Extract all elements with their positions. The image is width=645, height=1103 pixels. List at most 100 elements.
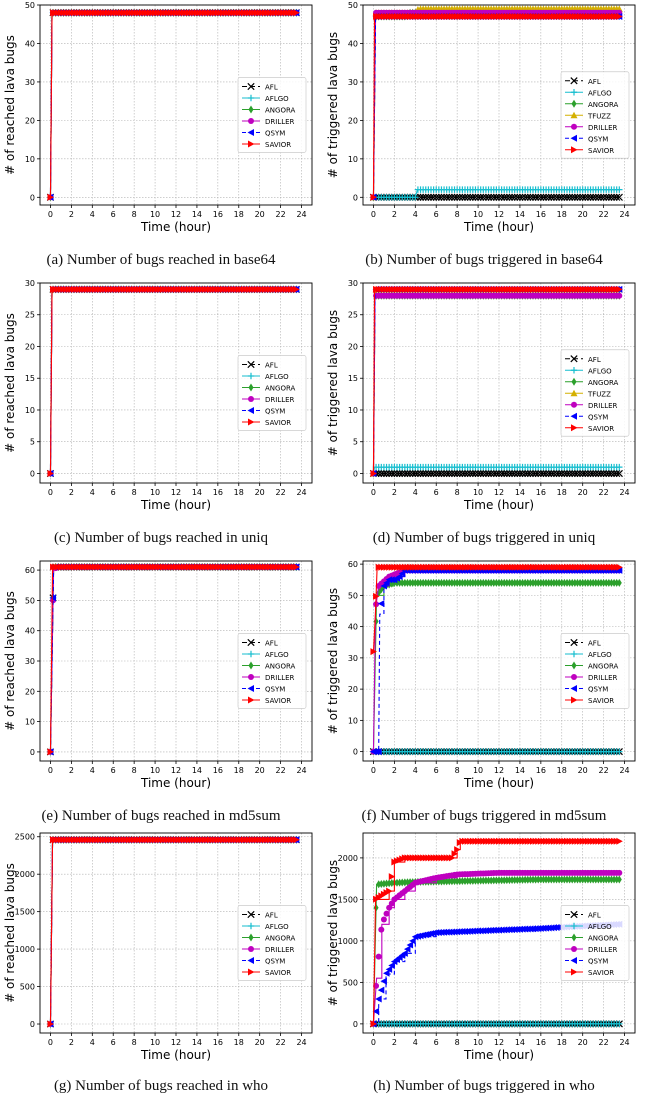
data-marker [375,469,383,478]
data-marker [448,469,456,478]
data-marker [551,578,557,587]
data-marker [588,578,594,587]
data-marker [547,469,555,478]
data-marker [561,578,567,587]
legend-marker [247,129,254,136]
data-marker [461,469,469,478]
x-tick-label: 8 [132,766,137,775]
legend-label: ANGORA [265,385,296,393]
data-marker [573,469,582,478]
legend-box [237,905,307,981]
data-marker [432,469,440,478]
x-tick-label: 2 [69,766,74,775]
data-marker [564,578,570,587]
data-marker [527,578,533,587]
legend-label: AFLGO [265,95,289,103]
data-marker [595,578,601,587]
data-marker [556,578,562,587]
data-marker [581,469,589,478]
y-tick-label: 30 [25,279,35,288]
x-tick-label: 20 [578,488,588,497]
data-marker [461,193,469,201]
legend-label: AFL [265,84,278,92]
caption-e: (e) Number of bugs reached in md5sum [41,808,281,824]
data-marker [534,469,542,478]
data-marker [475,578,481,587]
data-marker [513,193,521,201]
legend-label: QSYM [265,408,285,416]
x-tick-label: 4 [90,488,95,497]
x-tick-label: 2 [392,488,397,497]
data-marker [597,193,605,201]
x-ticks: 0 2 4 6 8 10 12 14 16 18 20 22 24 [371,761,630,775]
data-marker [470,578,476,587]
legend-label: SAVIOR [588,147,614,155]
data-marker [584,193,592,201]
legend-label: DRILLER [588,402,618,410]
data-marker [599,469,608,478]
data-marker [607,193,616,201]
y-tick-label: 20 [348,116,358,125]
y-tick-label: 0 [353,193,358,202]
y-tick-label: 20 [25,687,35,696]
data-marker [493,578,499,587]
x-ticks: 0 2 4 6 8 10 12 14 16 18 20 22 24 [48,761,307,775]
y-tick-label: 10 [25,155,35,164]
data-marker [487,193,495,201]
data-marker [558,193,566,201]
legend-marker [248,383,254,392]
legend-marker [571,696,578,704]
data-marker [480,578,486,587]
data-marker [458,469,467,478]
y-tick-label: 10 [25,406,35,415]
data-marker [500,469,508,478]
x-tick-label: 24 [296,488,306,497]
data-marker [508,193,516,201]
y-tick-label: 0 [30,193,35,202]
y-axis-label: # of reached lava bugs [3,863,17,1003]
data-marker [469,469,477,478]
data-marker [412,578,418,587]
y-tick-label: 30 [25,657,35,666]
x-tick-label: 18 [557,210,567,219]
x-tick-label: 12 [171,766,181,775]
legend-marker [248,933,254,942]
y-axis-label: # of triggered lava bugs [326,310,340,456]
data-marker [458,193,467,201]
legend-label: QSYM [588,413,608,421]
data-marker [605,469,613,478]
x-axis-label: Time (hour) [140,1048,211,1062]
x-tick-label: 24 [296,766,306,775]
x-tick-label: 16 [213,210,223,219]
data-marker [477,469,485,478]
x-tick-label: 10 [473,210,483,219]
data-marker [572,578,578,587]
y-tick-label: 50 [25,1,35,10]
data-marker [424,193,433,201]
y-tick-label: 1000 [15,945,35,954]
data-marker [539,193,548,201]
data-marker [611,578,617,587]
data-marker [402,578,408,587]
legend-marker [571,123,577,130]
data-marker [614,578,620,587]
legend-marker [247,910,255,919]
y-tick-label: 0 [353,469,358,478]
x-tick-label: 6 [111,210,116,219]
x-tick-label: 2 [392,210,397,219]
data-marker [526,469,535,478]
y-tick-label: 0 [353,748,358,757]
data-marker [399,578,405,587]
y-tick-label: 30 [348,279,358,288]
legend-label: SAVIOR [265,969,291,977]
y-tick-label: 60 [25,566,35,575]
x-tick-label: 12 [171,210,181,219]
data-marker [380,469,388,478]
data-marker [427,193,435,201]
x-tick-label: 0 [371,210,376,219]
caption-c: (c) Number of bugs reached in uniq [53,530,269,546]
data-marker [513,469,521,478]
